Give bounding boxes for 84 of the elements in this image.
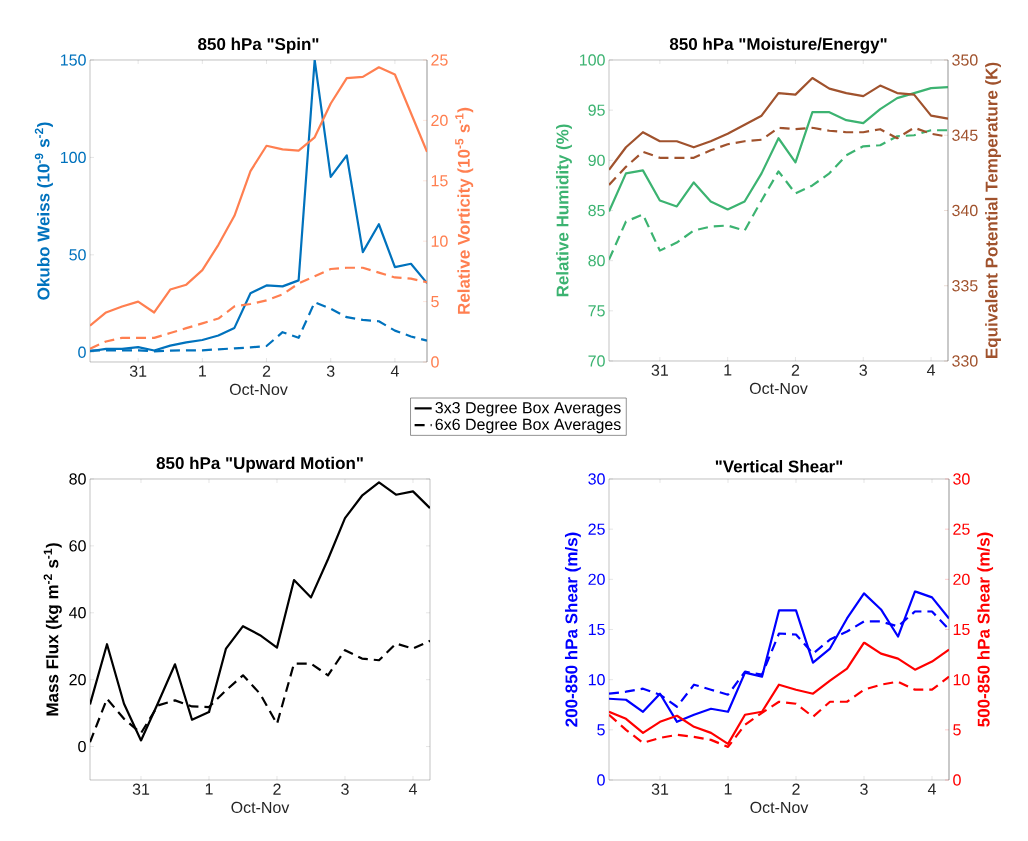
y-tick-label: 85	[588, 204, 605, 217]
y-axis-title: Relative Humidity (%)	[556, 124, 572, 297]
y-tick-label: 20	[588, 573, 605, 585]
y-tick-label: 150	[61, 54, 86, 66]
line-series	[609, 85, 949, 213]
x-tick-label: 31	[132, 783, 150, 795]
y-tick-label: 60	[69, 540, 86, 552]
x-tick-label: 31	[651, 783, 669, 795]
y2-tick-label: 0	[431, 356, 439, 368]
y-tick-label: 95	[588, 104, 605, 116]
y2-tick-label: 330	[952, 355, 978, 367]
y2-axis-title: Relative Vorticity (10$^{-5}$ s$^{-1}$)	[455, 107, 474, 314]
x-axis-title: Oct-Nov	[750, 801, 809, 814]
y2-tick-label: 0	[953, 774, 961, 786]
chart-title: 850 hPa "Spin"	[198, 37, 319, 54]
y2-tick-label: 15	[431, 175, 448, 187]
x-tick-label: 31	[651, 364, 668, 376]
y-tick-label: 0	[597, 774, 605, 786]
x-tick-label: 1	[724, 783, 732, 795]
x-tick-label: 1	[199, 365, 206, 377]
y-tick-label: 75	[588, 305, 605, 317]
line-series	[609, 590, 950, 723]
y2-tick-label: 340	[952, 204, 978, 217]
y-tick-label: 80	[588, 255, 605, 267]
x-tick-label: 4	[390, 365, 399, 377]
y-tick-label: 10	[588, 674, 605, 686]
y2-tick-label: 350	[952, 54, 978, 66]
y2-tick-label: 20	[431, 114, 448, 127]
y2-tick-label: 10	[953, 674, 970, 686]
y-tick-label: 20	[69, 674, 86, 686]
x-tick-label: 2	[792, 783, 800, 795]
y2-tick-label: 25	[953, 523, 970, 535]
x-tick-label: 3	[860, 783, 868, 795]
y2-axis-title: 500-850 hPa Shear (m/s)	[977, 532, 994, 727]
y2-axis-title: Equivalent Potential Temperature (K)	[985, 62, 1001, 358]
x-tick-label: 3	[326, 365, 335, 377]
y-tick-label: 0	[78, 346, 86, 358]
y2-tick-label: 15	[953, 623, 970, 636]
y-tick-label: 25	[588, 523, 605, 535]
y-tick-label: 80	[69, 473, 86, 485]
line-series	[90, 481, 430, 742]
x-tick-label: 2	[791, 364, 800, 376]
x-axis-title: Oct-Nov	[231, 801, 290, 814]
chart-title: "Vertical Shear"	[715, 459, 843, 473]
x-tick-label: 1	[205, 783, 213, 795]
y-tick-label: 0	[78, 740, 86, 753]
y-tick-label: 70	[588, 355, 605, 367]
chart-title: 850 hPa "Moisture/Energy"	[669, 37, 887, 54]
y-tick-label: 5	[597, 724, 605, 736]
y-axis-title: Okubo Weiss (10$^{-9}$ s$^{-2}$)	[34, 122, 53, 300]
y2-tick-label: 10	[431, 235, 448, 247]
x-tick-label: 4	[408, 783, 417, 795]
y2-tick-label: 335	[952, 280, 978, 292]
x-tick-label: 1	[724, 364, 732, 376]
y2-tick-label: 25	[431, 54, 448, 66]
y2-tick-label: 5	[431, 296, 439, 308]
y-tick-label: 50	[69, 249, 86, 261]
legend-label: 3x3 Degree Box Averages	[435, 402, 621, 417]
y-tick-label: 100	[61, 151, 86, 164]
chart-title: 850 hPa "Upward Motion"	[156, 456, 363, 473]
y-tick-label: 100	[580, 54, 605, 66]
x-tick-label: 4	[926, 364, 936, 376]
x-tick-label: 31	[129, 365, 147, 377]
y-tick-label: 90	[588, 154, 605, 166]
y-tick-label: 40	[69, 607, 86, 619]
x-tick-label: 3	[859, 364, 867, 376]
x-axis-title: Oct-Nov	[229, 383, 288, 396]
x-axis-title: Oct-Nov	[749, 382, 808, 395]
x-tick-label: 3	[341, 783, 349, 795]
x-tick-label: 2	[262, 365, 271, 377]
y2-tick-label: 20	[953, 573, 970, 585]
line-series	[609, 76, 949, 171]
y2-tick-label: 345	[952, 129, 978, 141]
y-tick-label: 15	[588, 623, 605, 636]
y-axis-title: Mass Flux (kg m$^{-2}$ s$^{-1}$)	[43, 543, 62, 716]
x-tick-label: 2	[273, 783, 281, 795]
line-series	[609, 641, 950, 745]
legend-label: 6x6 Degree Box Averages	[435, 418, 621, 434]
line-series	[609, 129, 949, 261]
y2-tick-label: 30	[953, 473, 970, 485]
y-axis-title: 200-850 hPa Shear (m/s)	[564, 532, 581, 727]
x-tick-label: 4	[927, 783, 936, 795]
y-tick-label: 30	[588, 473, 605, 485]
y2-tick-label: 5	[953, 724, 961, 736]
